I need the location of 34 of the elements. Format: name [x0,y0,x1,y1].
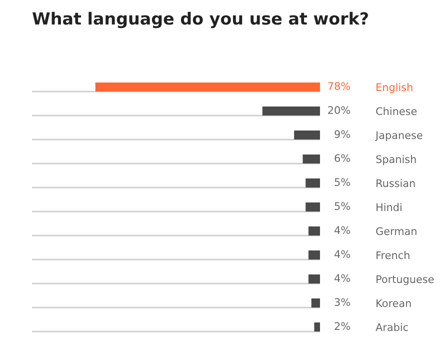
data-label: 4% [334,274,350,282]
bar [302,154,320,164]
data-label: 20% [328,106,350,114]
y-tick-label: Arabic [376,323,408,332]
bar [262,106,320,116]
data-label: 6% [334,154,350,162]
y-tick-label: English [376,83,412,94]
bar [308,250,320,260]
data-label: 3% [334,298,350,306]
data-label: 5% [334,178,350,186]
bar [308,226,320,236]
bar [308,274,320,284]
chart-title: What language do you use at work? [32,12,368,28]
data-label: 4% [334,226,350,234]
bar [294,130,320,140]
data-label: 78% [328,82,350,90]
y-tick-label: Japanese [375,131,422,142]
y-tick-label: Korean [376,299,411,308]
bar [314,322,320,332]
y-tick-label: Russian [376,179,415,188]
data-label: 4% [334,250,350,258]
bar [306,178,320,188]
y-tick-label: German [376,227,416,236]
y-tick-label: Portuguese [376,275,434,286]
data-label: 5% [334,202,350,210]
bar [95,82,320,92]
bar [311,298,320,308]
data-label: 2% [334,322,350,330]
bar [306,202,320,212]
y-tick-label: Chinese [376,107,417,116]
data-label: 9% [334,130,350,138]
y-tick-label: French [376,251,410,260]
y-tick-label: Hindi [376,203,402,212]
y-tick-label: Spanish [376,155,416,166]
